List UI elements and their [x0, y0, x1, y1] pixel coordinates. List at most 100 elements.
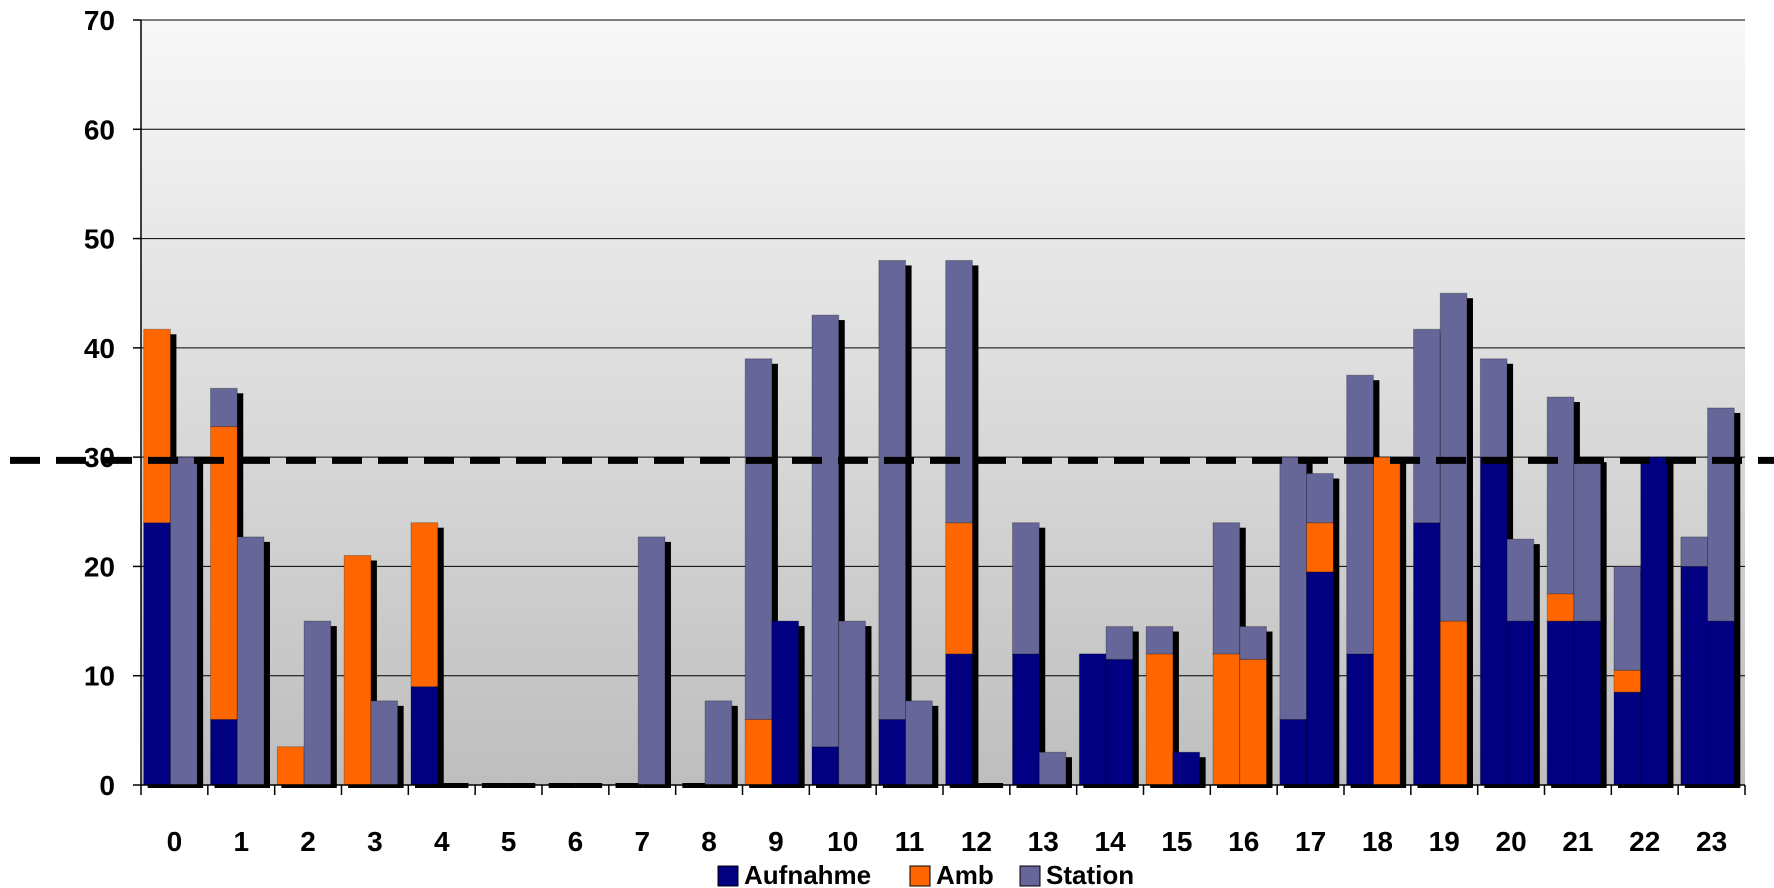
- bar-shadow: [1331, 478, 1340, 788]
- bar-segment-aufnahme: [1479, 456, 1508, 786]
- x-tick-label: 23: [1696, 826, 1727, 857]
- bar-shadow: [863, 626, 872, 788]
- bar-segment-amb: [1372, 456, 1401, 786]
- bar-segment-aufnahme: [771, 620, 800, 786]
- bar-segment-station: [1105, 626, 1134, 660]
- y-tick-label: 40: [84, 333, 115, 364]
- x-tick-label: 6: [568, 826, 584, 857]
- bar-segment-aufnahme: [878, 718, 907, 786]
- x-tick-label: 17: [1295, 826, 1326, 857]
- x-tick-label: 11: [895, 826, 925, 857]
- y-tick-label: 60: [84, 114, 115, 145]
- legend-label-amb: Amb: [936, 860, 994, 888]
- bar-segment-amb: [1306, 522, 1334, 573]
- bars: [143, 259, 1741, 788]
- legend-label-aufnahme: Aufnahme: [744, 860, 871, 888]
- bar-segment-station: [744, 358, 773, 720]
- bar-segment-station: [838, 620, 866, 786]
- bar-segment-aufnahme: [1078, 653, 1107, 786]
- bar-segment-station: [1506, 538, 1535, 622]
- bar-segment-aufnahme: [1279, 718, 1308, 786]
- bar-shadow: [769, 363, 778, 788]
- bar-segment-station: [1239, 626, 1267, 660]
- bar-segment-amb: [143, 328, 171, 524]
- bar-segment-station: [1279, 456, 1308, 720]
- bar-shadow: [1398, 462, 1407, 788]
- x-tick-label: 12: [961, 826, 992, 857]
- bar-shadow: [1037, 527, 1046, 788]
- plot-background: [141, 20, 1745, 785]
- x-tick-label: 3: [367, 826, 383, 857]
- bar-segment-amb: [1239, 658, 1267, 786]
- bar-shadow: [1170, 631, 1179, 788]
- bar-segment-amb: [1613, 669, 1642, 693]
- bar-segment-station: [370, 700, 399, 786]
- bar-segment-station: [236, 536, 265, 786]
- bar-shadow: [1464, 298, 1473, 788]
- bar-segment-amb: [343, 555, 372, 786]
- bar-shadow: [1531, 544, 1540, 788]
- x-tick-label: 1: [233, 826, 249, 857]
- x-tick-label: 16: [1228, 826, 1259, 857]
- bar-shadow: [261, 541, 270, 788]
- bar-segment-station: [704, 700, 733, 786]
- bar-shadow: [368, 560, 377, 788]
- x-tick-label: 15: [1161, 826, 1192, 857]
- bar-shadow: [1063, 757, 1072, 788]
- bar-segment-amb: [1439, 620, 1468, 786]
- y-tick-label: 0: [99, 770, 115, 801]
- y-tick-label: 70: [84, 5, 115, 36]
- bar-segment-aufnahme: [1012, 653, 1040, 786]
- bar-segment-amb: [1145, 653, 1174, 786]
- bar-segment-amb: [945, 522, 973, 655]
- x-tick-label: 2: [300, 826, 316, 857]
- bar-segment-amb: [744, 718, 773, 786]
- bar-segment-station: [1413, 328, 1441, 524]
- bar-segment-station: [1546, 396, 1575, 595]
- x-tick-label: 0: [167, 826, 183, 857]
- bar-segment-aufnahme: [210, 718, 238, 786]
- bar-segment-station: [1038, 751, 1067, 786]
- y-tick-label: 50: [84, 224, 115, 255]
- bar-shadow: [395, 705, 404, 788]
- bar-segment-station: [1613, 565, 1642, 671]
- x-tick-label: 19: [1429, 826, 1460, 857]
- x-tick-label: 8: [701, 826, 717, 857]
- bar-segment-aufnahme: [143, 522, 171, 786]
- bar-segment-station: [1012, 522, 1040, 655]
- x-tick-label: 13: [1028, 826, 1059, 857]
- bar-shadow: [328, 626, 337, 788]
- bar-segment-aufnahme: [1707, 620, 1735, 786]
- bar-segment-station: [905, 700, 933, 786]
- x-tick-label: 20: [1496, 826, 1527, 857]
- y-tick-label: 10: [84, 661, 115, 692]
- bar-shadow: [970, 265, 979, 788]
- bar-segment-aufnahme: [1506, 620, 1535, 786]
- x-tick-label: 18: [1362, 826, 1393, 857]
- bar-segment-station: [1680, 536, 1709, 567]
- bar-segment-aufnahme: [1680, 565, 1709, 786]
- x-tick-label: 7: [634, 826, 650, 857]
- bar-segment-aufnahme: [811, 746, 840, 786]
- bar-segment-amb: [276, 746, 305, 786]
- x-tick-label: 21: [1562, 826, 1593, 857]
- bar-segment-station: [637, 536, 666, 786]
- bar-segment-station: [1707, 407, 1735, 622]
- legend-label-station: Station: [1046, 860, 1134, 888]
- bar-segment-amb: [410, 522, 439, 688]
- bar-shadow: [1197, 757, 1206, 788]
- bar-segment-amb: [1546, 593, 1575, 622]
- bar-segment-aufnahme: [945, 653, 973, 786]
- bar-shadow: [662, 541, 671, 788]
- bar-shadow: [435, 527, 444, 788]
- bar-segment-aufnahme: [1413, 522, 1441, 786]
- bar-segment-aufnahme: [1346, 653, 1374, 786]
- bar-shadow: [796, 626, 805, 788]
- bar-segment-station: [303, 620, 332, 786]
- bar-segment-aufnahme: [1306, 571, 1334, 786]
- bar-shadow: [1665, 462, 1674, 788]
- bar-segment-station: [945, 259, 973, 524]
- bar-segment-amb: [1212, 653, 1241, 786]
- bar-segment-aufnahme: [1172, 751, 1201, 786]
